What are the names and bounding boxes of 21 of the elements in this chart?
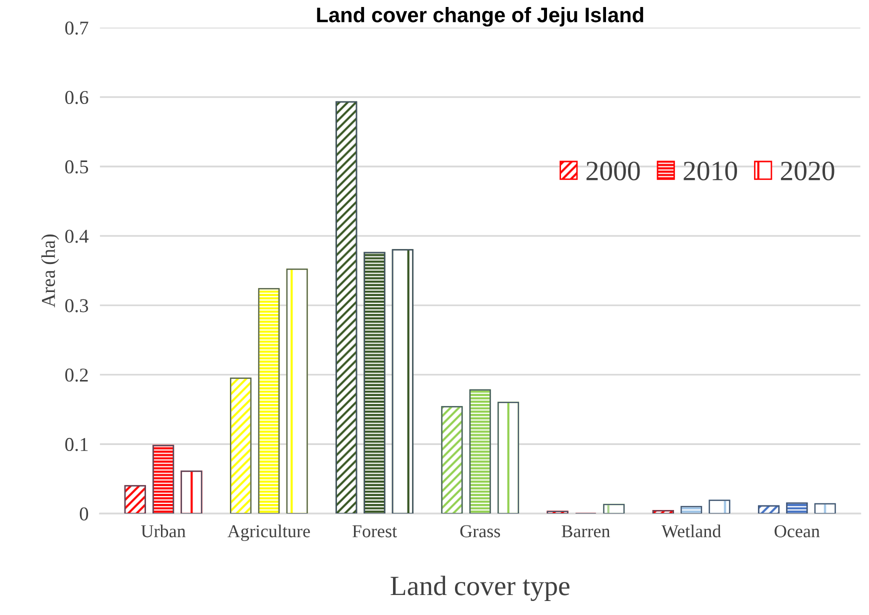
y-tick-label: 0.3 — [65, 299, 88, 312]
y-tick-label: 0.2 — [65, 368, 88, 382]
x-tick-label: Forest — [352, 525, 397, 538]
y-tick-label: 0.6 — [65, 90, 88, 104]
y-axis-title: Area (ha) — [41, 234, 59, 308]
x-tick-label: Urban — [141, 524, 186, 538]
x-axis-title: Land cover type — [390, 576, 570, 602]
y-tick-label: 0.1 — [65, 438, 88, 452]
x-tick-label: Agriculture — [227, 524, 310, 542]
y-tick-label: 0.7 — [65, 21, 88, 35]
legend-label: 2010 — [684, 162, 738, 180]
y-tick-label: 0.4 — [65, 230, 89, 243]
x-tick-label: Wetland — [661, 524, 721, 538]
legend-label: 2000 — [586, 162, 640, 180]
x-tick-label: Ocean — [774, 525, 820, 538]
x-tick-label: Grass — [460, 525, 500, 538]
y-tick-label: 0.5 — [65, 160, 88, 174]
legend-label: 2020 — [780, 162, 834, 180]
x-tick-label: Barren — [562, 525, 610, 538]
chart-title: Land cover change of Jeju Island — [317, 7, 644, 27]
y-tick-label: 0 — [80, 507, 88, 520]
